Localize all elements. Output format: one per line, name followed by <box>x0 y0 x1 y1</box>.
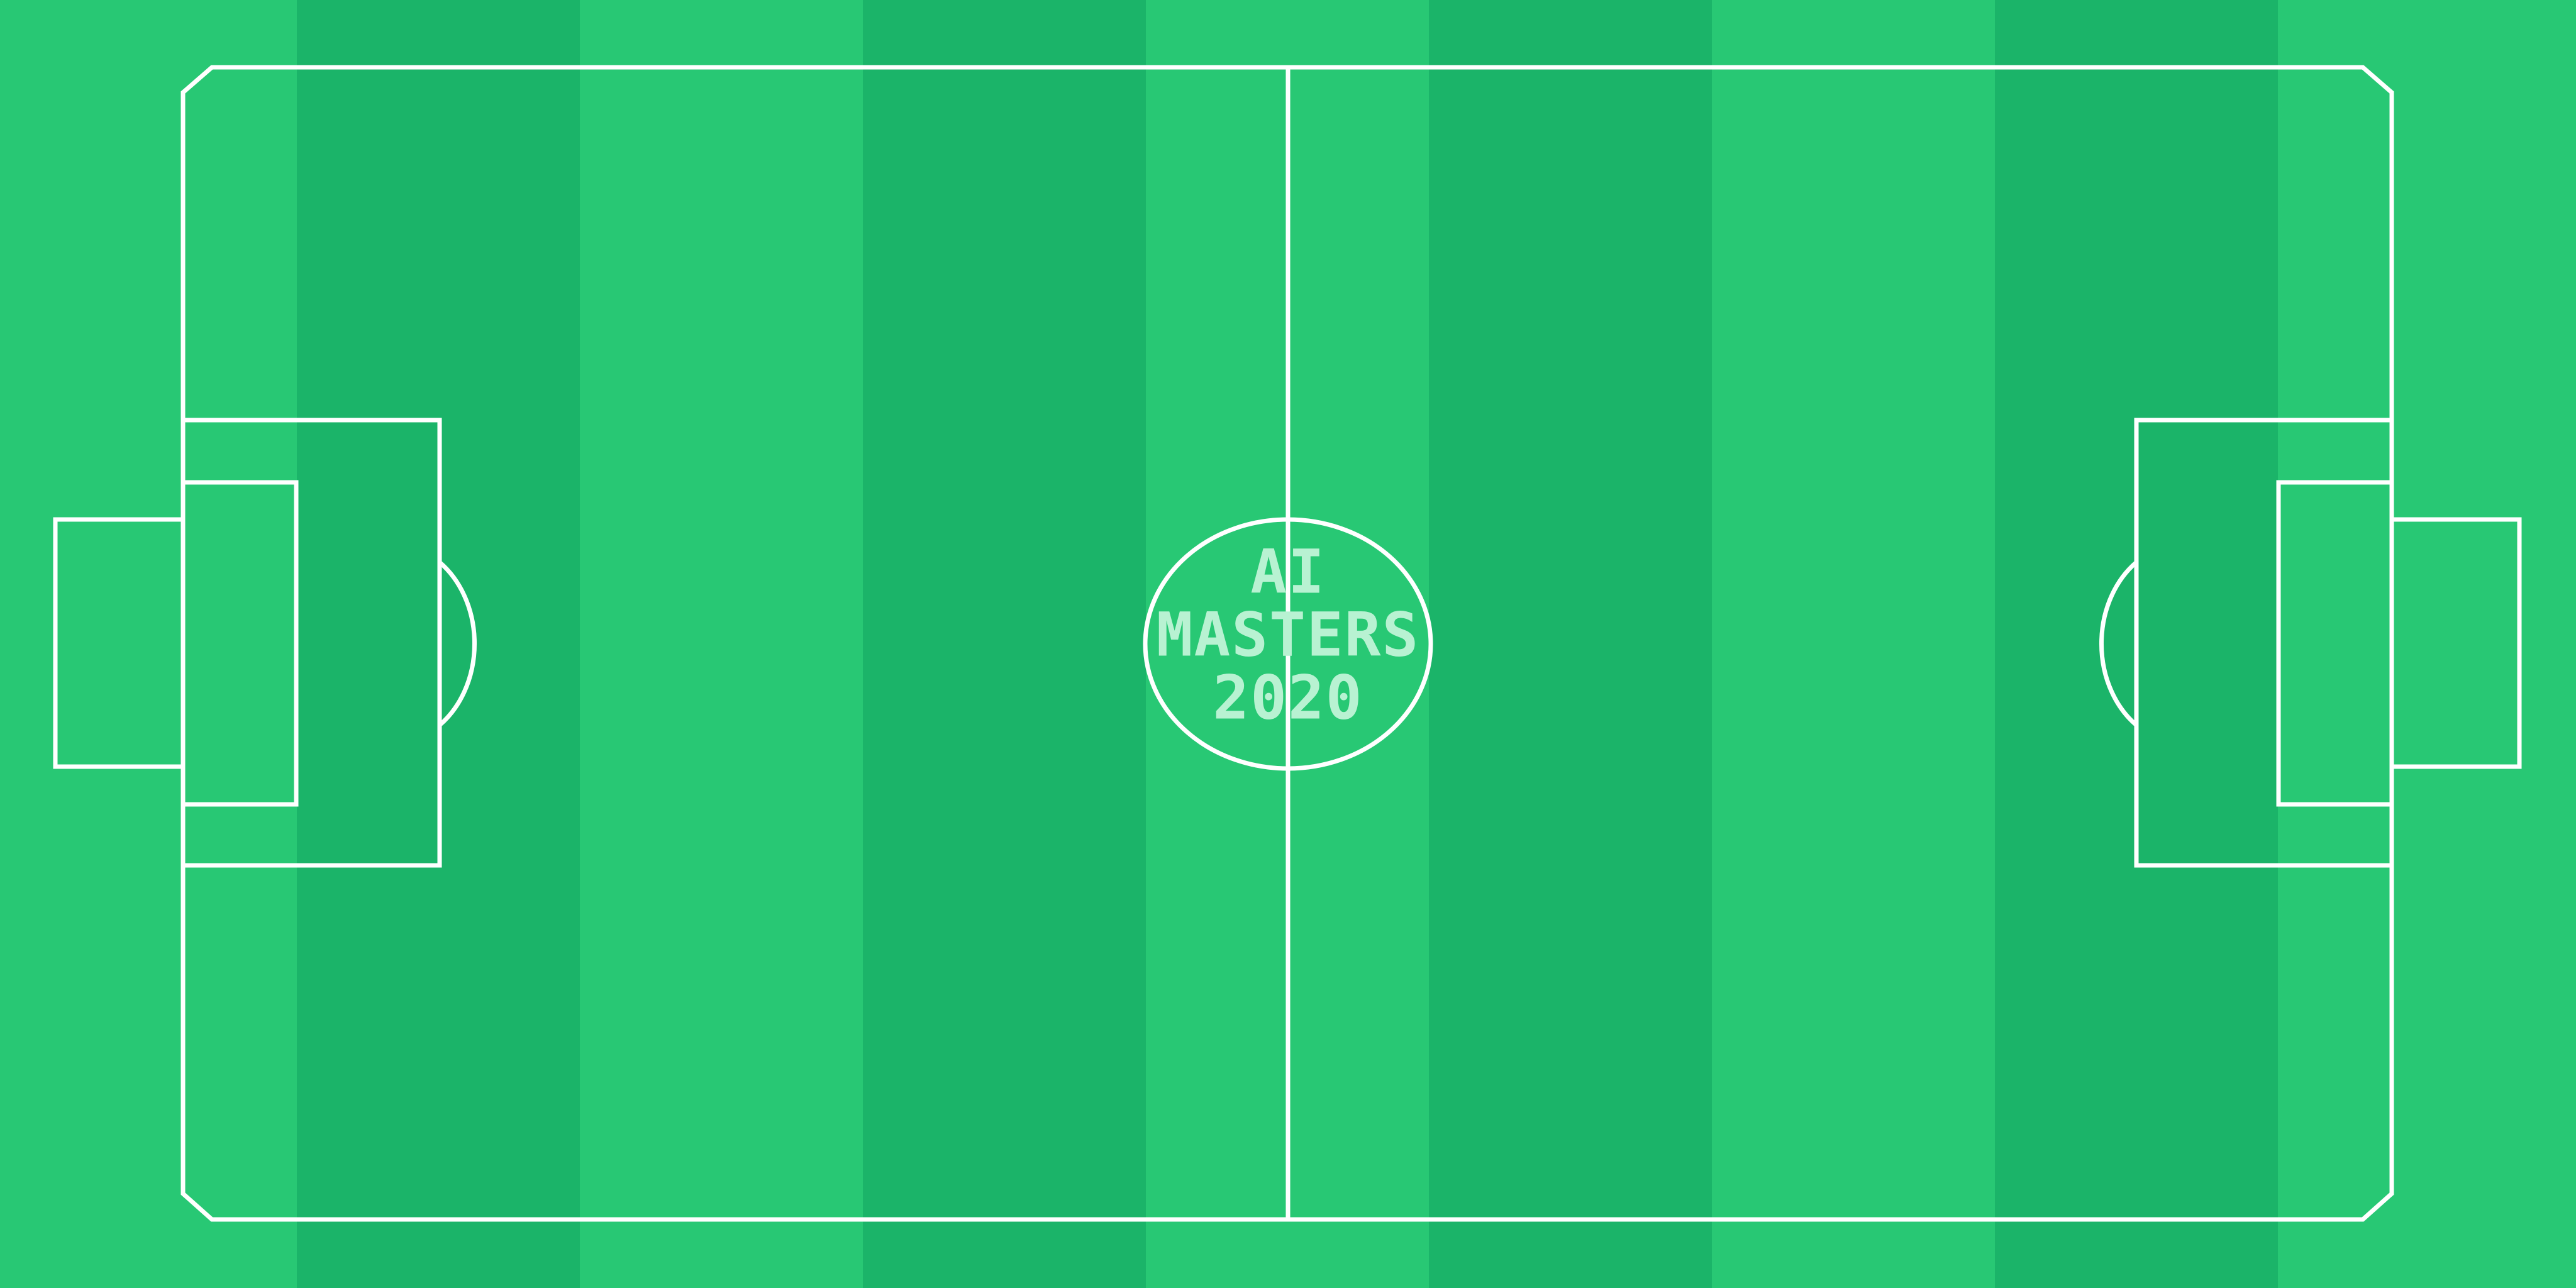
right-penalty-arc <box>2099 560 2138 727</box>
grass-stripe <box>1429 0 1712 1288</box>
center-circle <box>1143 517 1433 771</box>
grass-stripe <box>580 0 863 1288</box>
left-goal <box>53 517 186 769</box>
grass-stripe <box>863 0 1146 1288</box>
right-goal <box>2389 517 2522 769</box>
left-penalty-arc <box>438 560 477 727</box>
logo-line-year: 2020 <box>1213 662 1363 733</box>
grass-stripe <box>0 0 297 1288</box>
grass-stripe <box>1712 0 1995 1288</box>
logo-line-masters: MASTERS <box>1157 599 1420 670</box>
center-logo: AI MASTERS 2020 <box>1157 536 1420 733</box>
grass-stripe <box>2278 0 2576 1288</box>
logo-line-ai: AI <box>1250 536 1326 607</box>
